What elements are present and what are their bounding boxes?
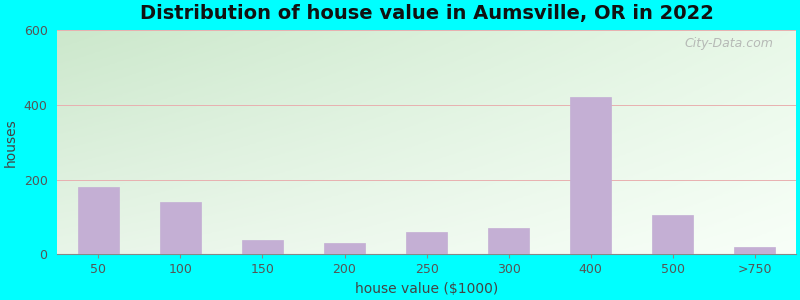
Bar: [652, 215, 694, 254]
Y-axis label: houses: houses: [4, 118, 18, 166]
Title: Distribution of house value in Aumsville, OR in 2022: Distribution of house value in Aumsville…: [140, 4, 714, 23]
Text: City-Data.com: City-Data.com: [685, 37, 774, 50]
Bar: [734, 247, 775, 254]
Bar: [324, 243, 365, 254]
X-axis label: house value ($1000): house value ($1000): [355, 282, 498, 296]
Bar: [78, 187, 119, 254]
Bar: [488, 228, 529, 254]
Bar: [406, 232, 447, 254]
Bar: [570, 98, 611, 254]
Bar: [242, 240, 283, 254]
Bar: [160, 202, 201, 254]
